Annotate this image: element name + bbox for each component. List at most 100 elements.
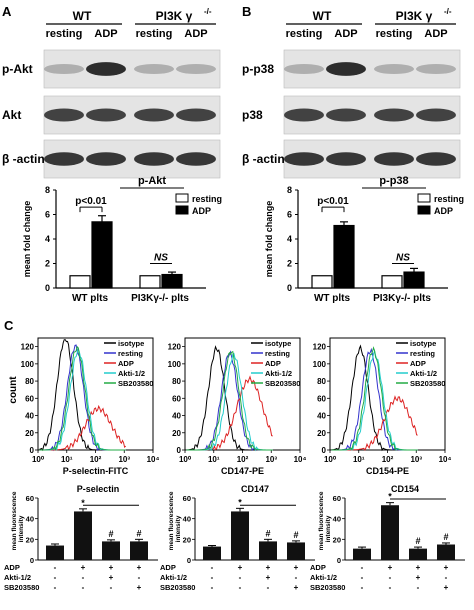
bar xyxy=(381,505,399,560)
group-label: WT plts xyxy=(314,293,351,304)
condition-sign: - xyxy=(239,583,242,592)
bar xyxy=(161,273,183,289)
bar-chart-title: p-p38 xyxy=(379,175,408,187)
blot-label: Akt xyxy=(2,108,21,122)
legend-label: resting xyxy=(434,194,464,204)
y-tick-label: 6 xyxy=(45,210,50,220)
condition-sign: - xyxy=(361,563,364,572)
x-tick-label: 10⁰ xyxy=(324,455,337,464)
condition-row-label: ADP xyxy=(4,563,20,572)
significance-mark: # xyxy=(443,532,448,542)
legend-label: isotype xyxy=(410,339,436,348)
x-tick-label: 10² xyxy=(237,455,249,464)
ko-label: PI3K γ xyxy=(396,9,433,23)
blot-band xyxy=(86,152,126,166)
y-tick-label: 4 xyxy=(287,234,292,244)
bar xyxy=(46,545,64,560)
condition-sign: - xyxy=(295,573,298,582)
y-axis-label: intensity xyxy=(175,515,182,542)
blot-band xyxy=(86,108,126,122)
blot-band xyxy=(134,152,174,166)
bar xyxy=(102,541,120,560)
legend-swatch xyxy=(417,205,431,215)
legend-label: Akti-1/2 xyxy=(265,369,292,378)
blot-band xyxy=(416,108,456,122)
y-tick-label: 40 xyxy=(333,515,341,524)
bar xyxy=(437,544,455,560)
y-tick-label: 20 xyxy=(317,429,326,438)
bar xyxy=(69,275,91,289)
histogram-line xyxy=(331,346,418,451)
condition-sign: - xyxy=(211,573,214,582)
condition-sign: - xyxy=(54,563,57,572)
resting-label: resting xyxy=(376,28,413,40)
significance-mark: * xyxy=(388,492,392,502)
y-tick-label: 80 xyxy=(172,377,181,386)
condition-sign: - xyxy=(361,573,364,582)
y-tick-label: 40 xyxy=(25,412,34,421)
condition-row-label: SB203580 xyxy=(4,583,39,592)
adp-label: ADP xyxy=(184,28,207,40)
histogram-line xyxy=(39,339,126,452)
y-axis-label: mean fold change xyxy=(22,201,32,278)
y-tick-label: 40 xyxy=(26,515,34,524)
legend-swatch xyxy=(175,193,189,203)
legend-label: Akti-1/2 xyxy=(410,369,437,378)
condition-row-label: ADP xyxy=(160,563,176,572)
condition-sign: + xyxy=(266,573,271,582)
y-tick-label: 0 xyxy=(322,446,327,455)
condition-sign: + xyxy=(294,563,299,572)
legend-label: SB203580 xyxy=(410,379,445,388)
legend-label: resting xyxy=(410,349,435,358)
x-axis-label: P-selectin-FITC xyxy=(63,466,129,476)
x-tick-label: 10⁴ xyxy=(147,455,160,464)
condition-sign: - xyxy=(54,573,57,582)
group-label: WT plts xyxy=(72,293,109,304)
x-axis-label: CD147-PE xyxy=(221,466,264,476)
x-tick-label: 10³ xyxy=(118,455,130,464)
y-tick-label: 0 xyxy=(30,556,34,565)
condition-sign: - xyxy=(267,583,270,592)
condition-sign: + xyxy=(444,583,449,592)
condition-sign: - xyxy=(211,583,214,592)
condition-sign: + xyxy=(294,583,299,592)
blot-band xyxy=(326,62,366,76)
blot-band xyxy=(326,152,366,166)
significance-mark: # xyxy=(293,530,298,540)
condition-sign: - xyxy=(54,583,57,592)
y-axis-label: mean fluorescence xyxy=(11,491,18,550)
resting-label: resting xyxy=(286,28,323,40)
legend-swatch xyxy=(417,193,431,203)
y-axis-label: mean fluorescence xyxy=(318,491,325,550)
condition-sign: + xyxy=(109,563,114,572)
blot-band xyxy=(44,63,84,75)
y-axis-label: mean fold change xyxy=(264,201,274,278)
y-tick-label: 0 xyxy=(45,283,50,293)
y-axis-label: mean fluorescence xyxy=(168,491,175,550)
condition-sign: - xyxy=(138,573,141,582)
bar xyxy=(409,548,427,560)
bar-chart-title: P-selectin xyxy=(77,484,120,494)
bar xyxy=(130,541,148,560)
condition-sign: - xyxy=(82,573,85,582)
condition-sign: - xyxy=(361,583,364,592)
y-tick-label: 60 xyxy=(183,494,191,503)
legend-label: ADP xyxy=(410,359,426,368)
condition-sign: - xyxy=(389,583,392,592)
y-tick-label: 0 xyxy=(187,556,191,565)
y-tick-label: 40 xyxy=(172,412,181,421)
bar xyxy=(333,224,355,289)
adp-label: ADP xyxy=(94,28,117,40)
bar-chart-title: CD154 xyxy=(391,484,419,494)
legend-label: ADP xyxy=(434,206,453,216)
blot-label: p38 xyxy=(242,108,263,122)
blot-band xyxy=(86,62,126,76)
blot-band xyxy=(44,108,84,122)
bar xyxy=(287,542,305,560)
significance-mark: # xyxy=(136,528,141,538)
adp-label: ADP xyxy=(424,28,447,40)
bar xyxy=(403,271,425,289)
histogram-line xyxy=(331,395,418,452)
blot-band xyxy=(176,63,216,75)
